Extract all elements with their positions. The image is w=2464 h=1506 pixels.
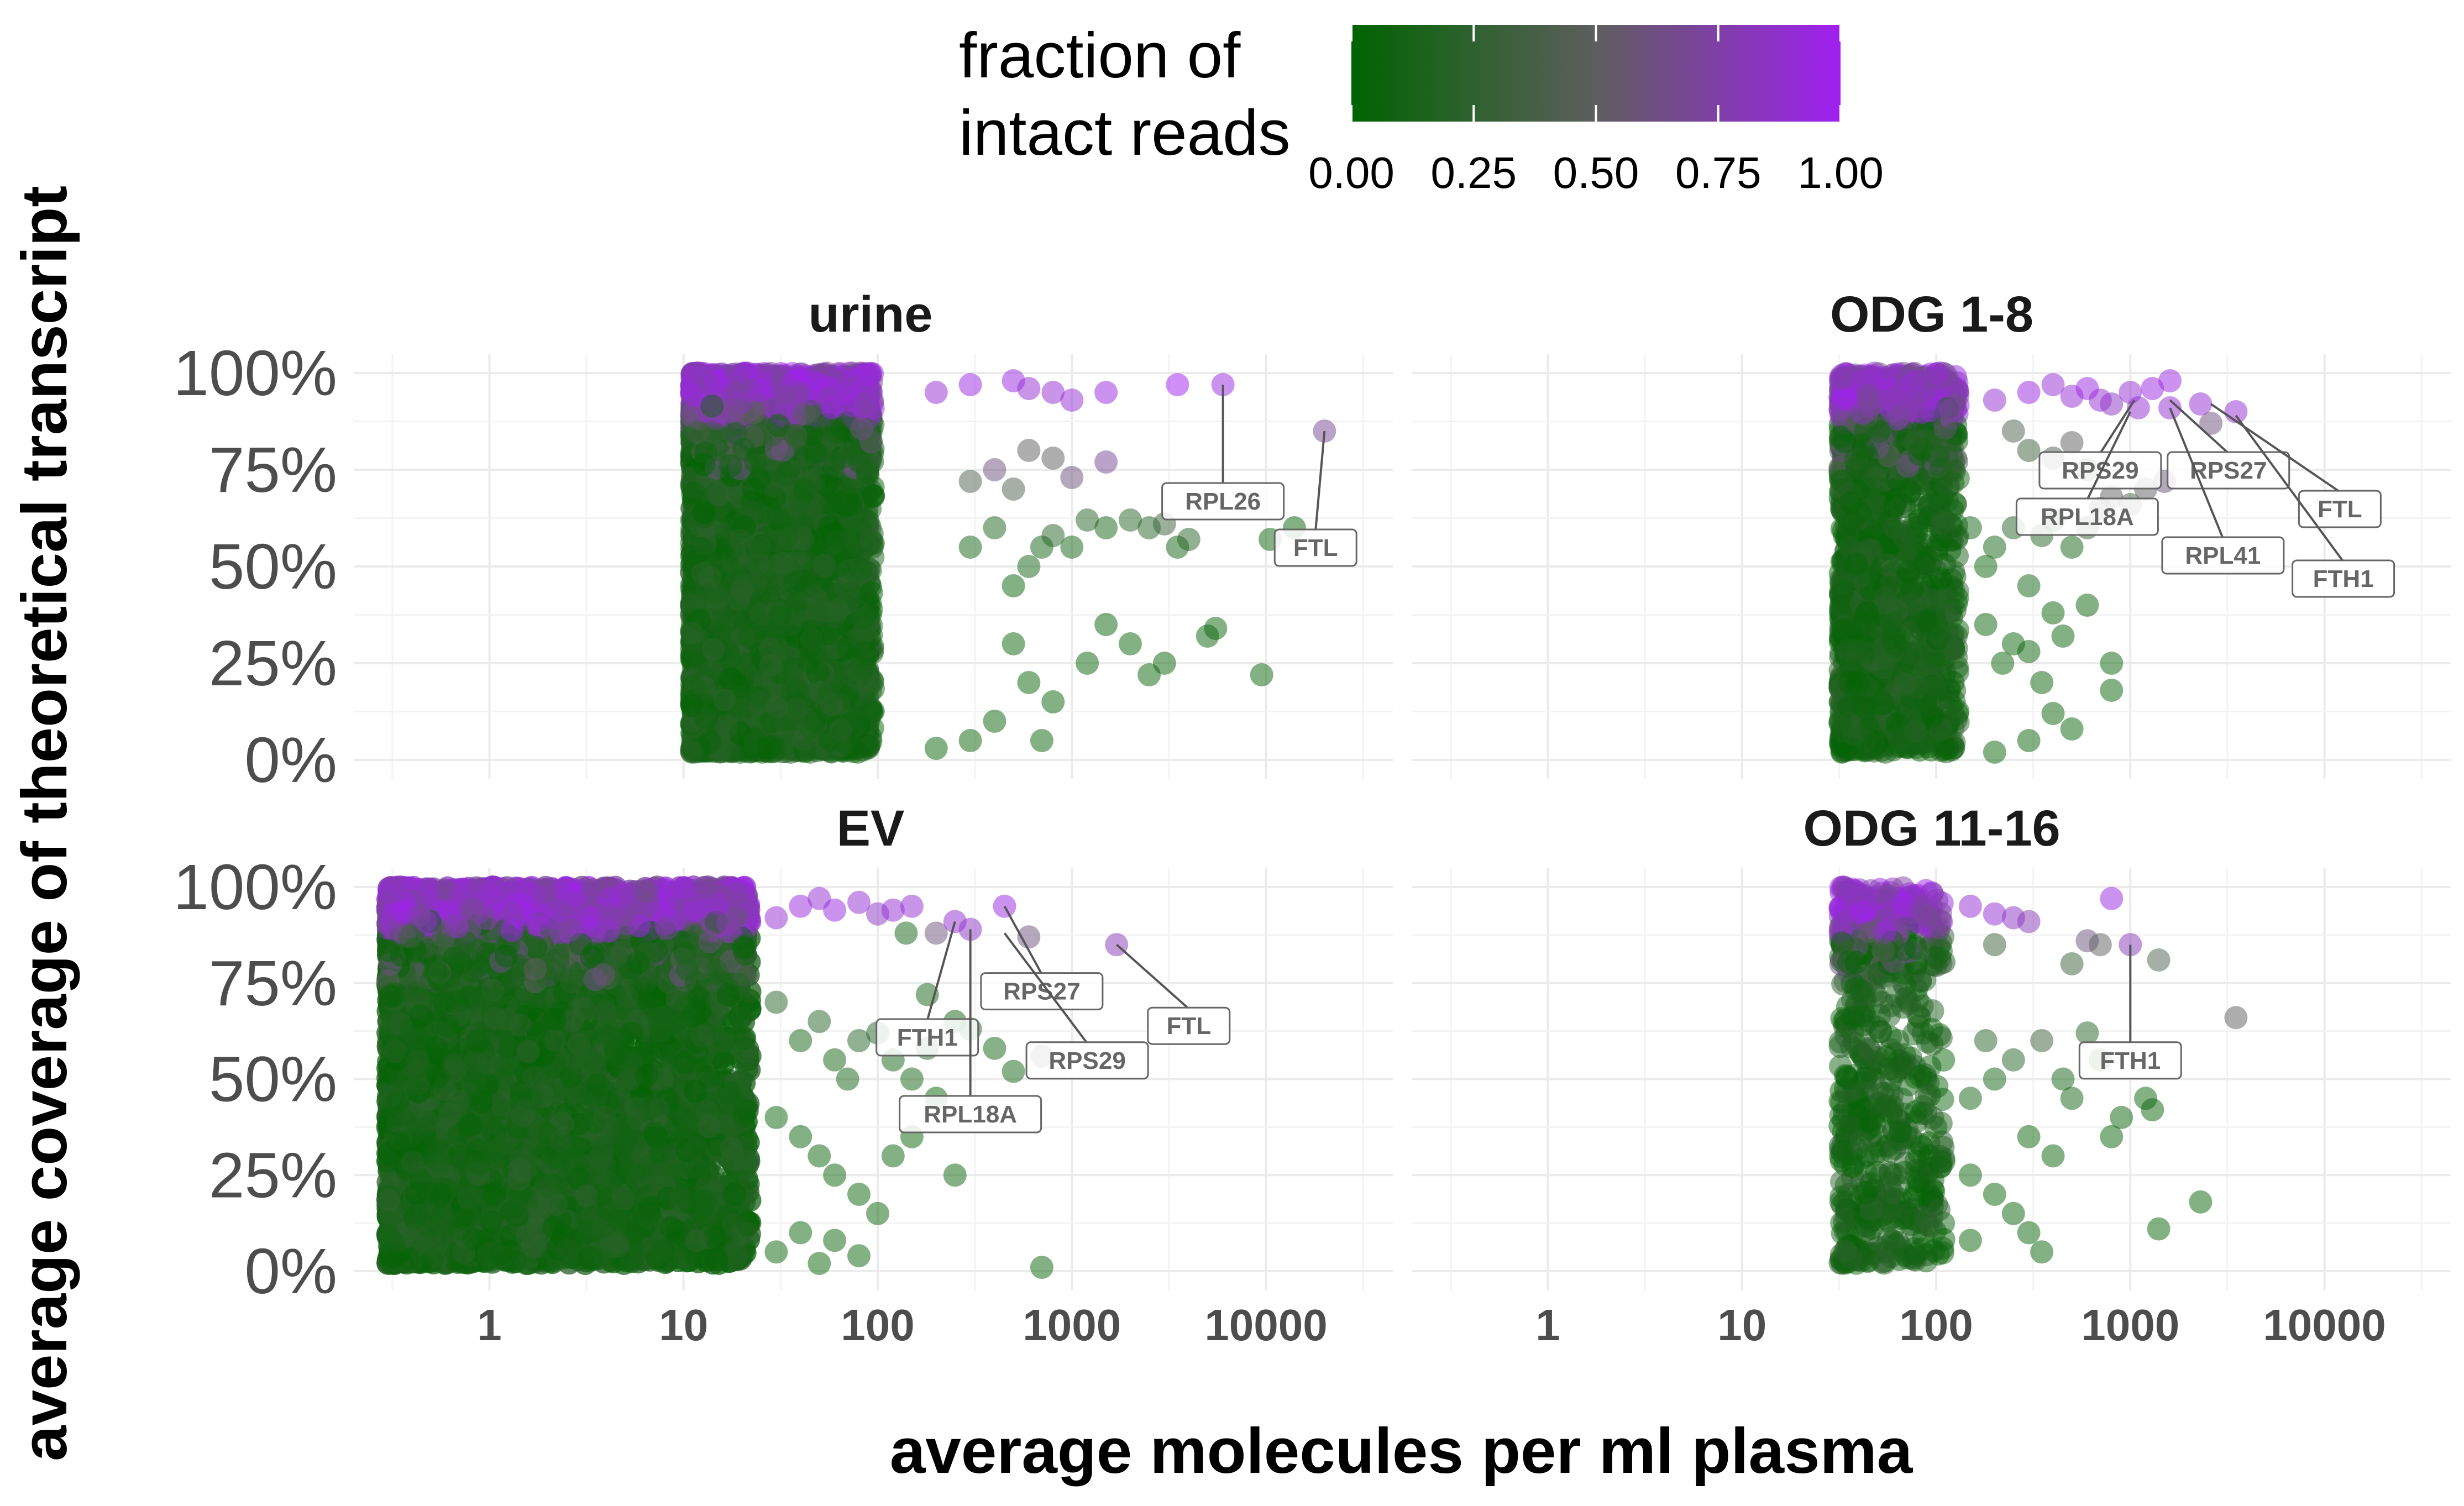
- legend-tick-label: 0.00: [1308, 148, 1394, 197]
- y-tick-label: 75%: [209, 434, 337, 506]
- legend-title-line1: fraction of: [959, 19, 1241, 91]
- data-point: [825, 529, 848, 553]
- data-point: [859, 527, 883, 551]
- y-tick-label: 25%: [209, 627, 337, 699]
- legend-tick-label: 0.75: [1675, 148, 1762, 197]
- legend-tick-label: 0.50: [1553, 148, 1639, 197]
- y-tick-label: 50%: [209, 531, 337, 602]
- panel-points: [680, 361, 1336, 764]
- legend-title-line2: intact reads: [959, 97, 1291, 169]
- legend-tick-label: 0.25: [1430, 148, 1517, 197]
- legend-ticks: 0.00 0.25 0.50 0.75 1.00: [1308, 25, 1884, 197]
- y-tick-label: 0%: [244, 724, 337, 796]
- y-tick-label: 100%: [173, 337, 337, 409]
- legend-tick-label: 1.00: [1797, 148, 1884, 197]
- legend: fraction of intact reads 0.00 0.25 0.50 0.7…: [959, 19, 1884, 197]
- facet-title: urine: [809, 286, 933, 343]
